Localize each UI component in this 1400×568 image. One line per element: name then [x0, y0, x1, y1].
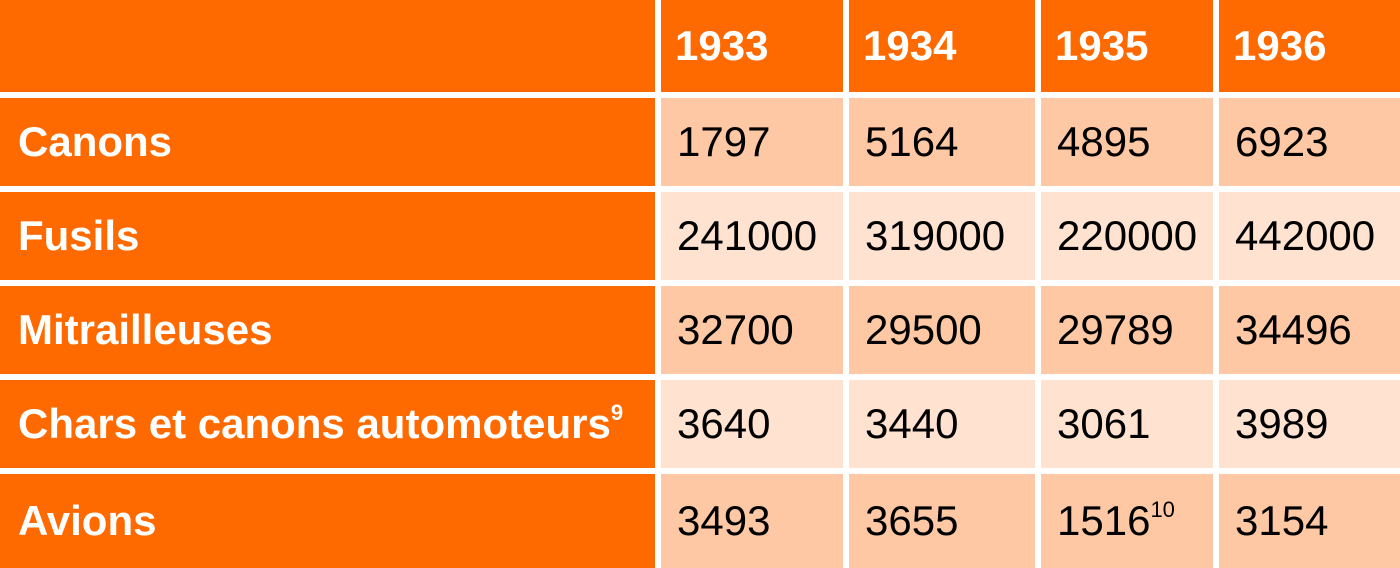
row-label-text: Mitrailleuses	[18, 306, 273, 353]
row-label-text: Canons	[18, 118, 173, 165]
table-cell: 3655	[849, 474, 1041, 568]
header-year-1934: 1934	[849, 0, 1041, 98]
table-row-mitrailleuses: Mitrailleuses 32700 29500 29789 34496	[0, 286, 1400, 380]
table-cell: 1797	[661, 98, 849, 192]
row-label: Mitrailleuses	[0, 286, 661, 380]
row-label: Fusils	[0, 192, 661, 286]
row-label-text: Chars et canons automoteurs	[18, 400, 611, 447]
header-year-1935: 1935	[1041, 0, 1219, 98]
cell-value: 1516	[1057, 497, 1151, 544]
row-label: Avions	[0, 474, 661, 568]
row-label: Canons	[0, 98, 661, 192]
table-cell: 241000	[661, 192, 849, 286]
table-cell: 3989	[1219, 380, 1400, 474]
table-cell: 319000	[849, 192, 1041, 286]
footnote-marker: 9	[610, 400, 624, 425]
table-cell: 32700	[661, 286, 849, 380]
table-cell: 3640	[661, 380, 849, 474]
row-label: Chars et canons automoteurs9	[0, 380, 661, 474]
table-cell: 3154	[1219, 474, 1400, 568]
table-cell: 5164	[849, 98, 1041, 192]
table-cell: 4895	[1041, 98, 1219, 192]
header-corner	[0, 0, 661, 98]
table-cell: 3440	[849, 380, 1041, 474]
table-row-chars: Chars et canons automoteurs9 3640 3440 3…	[0, 380, 1400, 474]
table-cell: 442000	[1219, 192, 1400, 286]
row-label-text: Avions	[18, 497, 157, 544]
header-year-1933: 1933	[661, 0, 849, 98]
table-row-canons: Canons 1797 5164 4895 6923	[0, 98, 1400, 192]
row-label-text: Fusils	[18, 212, 140, 259]
table-cell: 220000	[1041, 192, 1219, 286]
table-row-avions: Avions 3493 3655 151610 3154	[0, 474, 1400, 568]
header-year-1936: 1936	[1219, 0, 1400, 98]
table-cell: 3061	[1041, 380, 1219, 474]
table-cell: 151610	[1041, 474, 1219, 568]
table-cell: 3493	[661, 474, 849, 568]
footnote-marker: 10	[1150, 497, 1175, 522]
header-row: 1933 1934 1935 1936	[0, 0, 1400, 98]
table-row-fusils: Fusils 241000 319000 220000 442000	[0, 192, 1400, 286]
table-cell: 29500	[849, 286, 1041, 380]
table-cell: 29789	[1041, 286, 1219, 380]
table-cell: 6923	[1219, 98, 1400, 192]
table-cell: 34496	[1219, 286, 1400, 380]
